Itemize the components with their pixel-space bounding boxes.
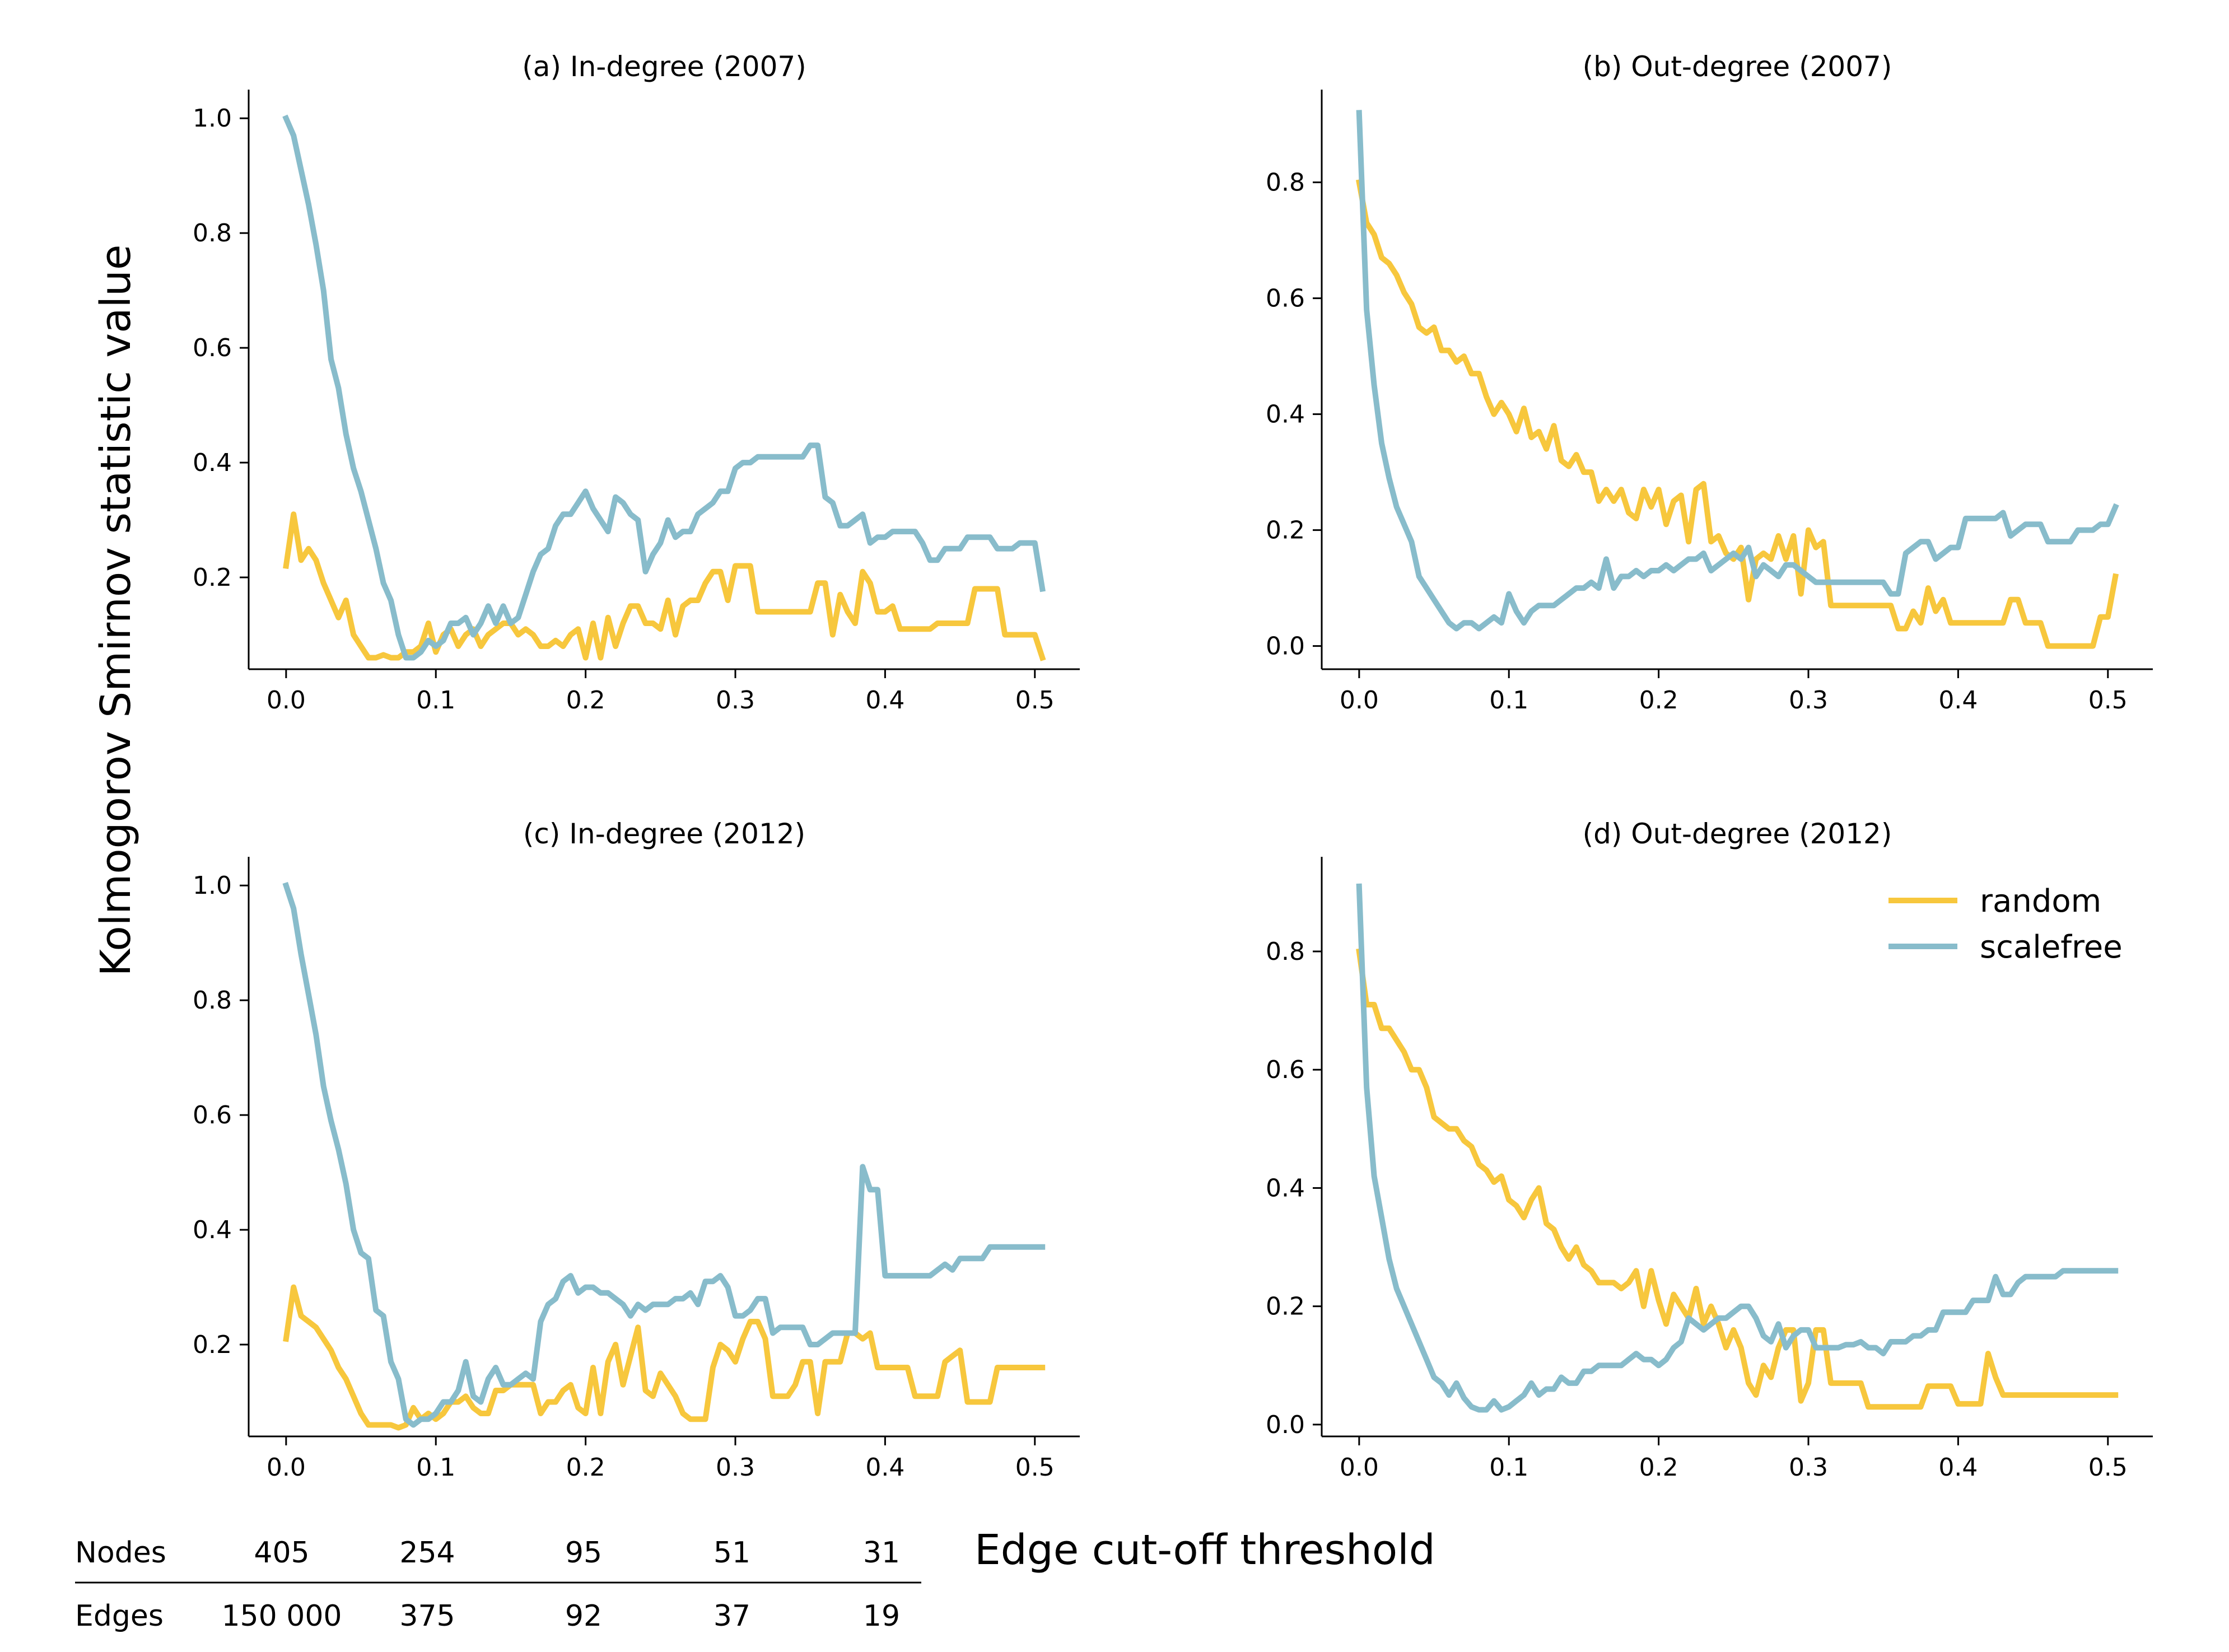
x-tick-label: 0.0 [267,1453,306,1482]
panel-title: (c) In-degree (2012) [523,818,805,850]
panel-c-in-degree-2012: (c) In-degree (2012) 0.0 0.1 0.2 0.3 0.4 0.5 0… [193,818,1080,1482]
x-tick-label: 0.3 [1789,686,1828,715]
y-tick-label: 0.6 [1266,1056,1305,1084]
x-tick-label: 0.1 [416,686,455,715]
table-cell-edges: 19 [863,1599,900,1633]
x-tick-label: 0.0 [1340,1453,1379,1482]
x-tick-label: 0.1 [1489,686,1528,715]
series-line-scalefree [282,114,1046,661]
node-edge-table: Nodes Edges 405 254 95 51 31 150 000 375… [75,1536,921,1633]
table-cell-nodes: 95 [565,1536,602,1570]
y-tick-label: 0.2 [193,563,232,592]
y-tick-label: 0.4 [1266,400,1305,429]
y-tick-label: 0.0 [1266,632,1305,661]
y-tick-label: 0.4 [193,1216,232,1244]
x-tick-label: 0.5 [1015,686,1055,715]
table-cell-edges: 150 000 [221,1599,342,1633]
y-tick-label: 0.6 [193,334,232,362]
y-tick-label: 0.6 [1266,284,1305,313]
y-tick-label: 1.0 [193,104,232,133]
y-tick-label: 0.8 [193,219,232,248]
legend-label-random: random [1980,883,2101,920]
x-tick-label: 0.2 [566,1453,605,1482]
y-tick-label: 0.2 [1266,1292,1305,1321]
x-tick-label: 0.2 [1639,686,1678,715]
y-tick-label: 0.2 [1266,516,1305,545]
table-cell-nodes: 31 [863,1536,900,1570]
table-cell-nodes: 254 [399,1536,455,1570]
x-tick-label: 0.4 [1938,686,1978,715]
table-row-label-edges: Edges [75,1599,164,1633]
panel-b-out-degree-2007: (b) Out-degree (2007) 0.0 0.1 0.2 0.3 0.4 0.5… [1266,50,2153,715]
x-tick-label: 0.4 [1938,1453,1978,1482]
panel-a-in-degree-2007: (a) In-degree (2007) 0.0 0.1 0.2 0.3 0.4 0.5 0… [193,50,1080,715]
x-tick-label: 0.0 [1340,686,1379,715]
y-tick-label: 0.8 [193,986,232,1015]
y-tick-label: 0.6 [193,1101,232,1130]
x-tick-label: 0.3 [716,686,755,715]
x-tick-label: 0.5 [1015,1453,1055,1482]
x-tick-label: 0.5 [2088,1453,2128,1482]
table-row-label-nodes: Nodes [75,1536,166,1570]
series-line-random [283,511,1046,661]
panel-title: (b) Out-degree (2007) [1583,50,1892,83]
y-axis-label: Kolmogorov Smirnov statistic value [92,245,140,977]
x-tick-label: 0.3 [1789,1453,1828,1482]
y-tick-label: 0.4 [1266,1174,1305,1202]
series-line-random [1356,948,2119,1410]
table-cell-edges: 37 [714,1599,750,1633]
series-line-scalefree [282,881,1046,1428]
y-tick-label: 1.0 [193,871,232,900]
y-tick-label: 0.0 [1266,1411,1305,1439]
table-cell-edges: 92 [565,1599,602,1633]
series-line-random [283,1284,1046,1431]
x-tick-label: 0.5 [2088,686,2128,715]
y-tick-label: 0.2 [193,1331,232,1359]
x-tick-label: 0.4 [865,1453,904,1482]
y-tick-label: 0.8 [1266,169,1305,197]
panel-title: (d) Out-degree (2012) [1583,818,1892,850]
legend-label-scalefree: scalefree [1980,929,2123,965]
y-tick-label: 0.4 [193,449,232,477]
x-tick-label: 0.4 [865,686,904,715]
x-tick-label: 0.3 [716,1453,755,1482]
table-cell-nodes: 51 [714,1536,750,1570]
series-line-scalefree [1356,110,2119,632]
legend: random scalefree [1888,883,2123,965]
y-tick-label: 0.8 [1266,937,1305,966]
table-cell-nodes: 405 [254,1536,309,1570]
table-cell-edges: 375 [399,1599,455,1633]
x-axis-label: Edge cut-off threshold [974,1526,1435,1574]
series-line-scalefree [1356,883,2119,1413]
panel-d-out-degree-2012: (d) Out-degree (2012) 0.0 0.1 0.2 0.3 0.4 0.5… [1266,818,2153,1482]
panel-title: (a) In-degree (2007) [522,50,806,83]
x-tick-label: 0.1 [1489,1453,1528,1482]
x-tick-label: 0.2 [566,686,605,715]
x-tick-label: 0.1 [416,1453,455,1482]
x-tick-label: 0.0 [267,686,306,715]
x-tick-label: 0.2 [1639,1453,1678,1482]
